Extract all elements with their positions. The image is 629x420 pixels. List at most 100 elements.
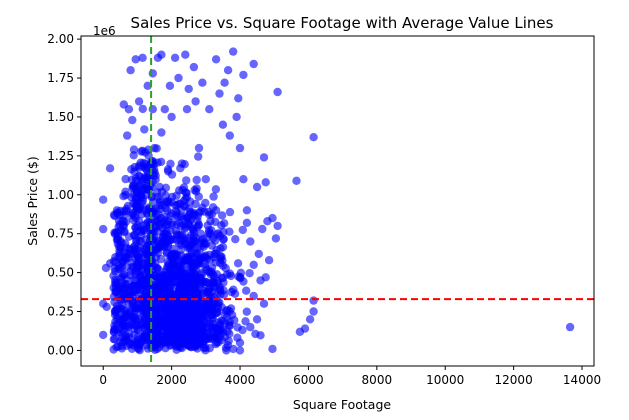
data-point bbox=[197, 309, 206, 319]
data-point bbox=[181, 50, 190, 59]
data-point bbox=[119, 192, 128, 201]
x-axis: 0 2000 4000 6000 8000 10000 12000 14000 bbox=[99, 366, 601, 387]
data-point bbox=[231, 235, 240, 244]
data-point bbox=[110, 310, 120, 319]
data-point bbox=[116, 206, 125, 216]
data-point bbox=[167, 112, 176, 122]
y-tick-label: 0.75 bbox=[47, 227, 74, 241]
data-point bbox=[125, 313, 134, 322]
x-axis-label: Square Footage bbox=[293, 397, 392, 412]
data-point bbox=[218, 120, 228, 129]
data-point bbox=[215, 89, 224, 98]
data-point bbox=[131, 55, 140, 64]
data-point bbox=[242, 206, 252, 215]
data-point bbox=[167, 268, 176, 277]
data-point bbox=[132, 304, 141, 313]
data-point bbox=[242, 218, 252, 227]
data-point bbox=[273, 221, 282, 231]
y-tick-label: 0.25 bbox=[47, 305, 74, 319]
data-point bbox=[142, 242, 151, 252]
data-point bbox=[148, 105, 157, 114]
data-point bbox=[194, 143, 204, 153]
data-point bbox=[241, 317, 250, 326]
data-point bbox=[252, 182, 262, 192]
data-point bbox=[205, 105, 214, 114]
data-point bbox=[196, 273, 205, 283]
data-point bbox=[223, 66, 233, 75]
data-point bbox=[217, 252, 226, 261]
data-point bbox=[201, 198, 210, 208]
data-point bbox=[309, 307, 318, 316]
data-point bbox=[99, 299, 108, 308]
data-point bbox=[192, 248, 201, 258]
data-point bbox=[225, 207, 235, 217]
data-point bbox=[268, 344, 277, 354]
data-point bbox=[131, 174, 141, 183]
data-point bbox=[177, 343, 187, 353]
data-point bbox=[214, 229, 223, 238]
data-point bbox=[121, 239, 130, 248]
data-point bbox=[230, 289, 240, 298]
data-point bbox=[249, 260, 258, 269]
data-point bbox=[153, 327, 162, 337]
data-point bbox=[209, 278, 218, 288]
data-point bbox=[216, 316, 226, 325]
data-point bbox=[121, 293, 130, 302]
data-point bbox=[112, 342, 121, 352]
data-point bbox=[187, 332, 196, 341]
data-point bbox=[160, 105, 169, 114]
data-point bbox=[134, 206, 143, 215]
data-point bbox=[114, 261, 123, 270]
y-axis-label: Sales Price ($) bbox=[25, 156, 40, 245]
data-point bbox=[134, 97, 144, 106]
x-tick-label: 14000 bbox=[563, 373, 601, 387]
data-point bbox=[99, 195, 108, 204]
data-point bbox=[130, 231, 139, 240]
data-point bbox=[179, 277, 189, 286]
data-point bbox=[239, 175, 248, 184]
data-point bbox=[135, 279, 144, 289]
data-point bbox=[565, 322, 575, 332]
data-point bbox=[233, 333, 242, 342]
data-point bbox=[163, 239, 173, 248]
data-point bbox=[169, 312, 178, 321]
data-point bbox=[211, 185, 221, 194]
data-point bbox=[129, 151, 138, 160]
data-point bbox=[140, 206, 149, 215]
data-point bbox=[145, 236, 155, 245]
data-point bbox=[202, 334, 211, 343]
data-point bbox=[207, 263, 217, 272]
data-point bbox=[148, 159, 158, 168]
data-point bbox=[124, 323, 133, 332]
x-tick-label: 12000 bbox=[495, 373, 533, 387]
data-point bbox=[246, 322, 255, 332]
data-point bbox=[172, 324, 181, 333]
data-point bbox=[235, 143, 245, 153]
data-point bbox=[118, 300, 127, 309]
data-point bbox=[245, 269, 254, 278]
data-point bbox=[261, 178, 270, 187]
data-point bbox=[165, 81, 175, 91]
data-point bbox=[182, 188, 191, 198]
x-tick-label: 8000 bbox=[362, 373, 393, 387]
data-point bbox=[123, 131, 132, 140]
data-point bbox=[220, 219, 229, 228]
data-point bbox=[153, 188, 162, 197]
data-point bbox=[170, 53, 180, 62]
data-point bbox=[225, 321, 234, 330]
x-tick-label: 6000 bbox=[293, 373, 324, 387]
data-point bbox=[192, 299, 201, 309]
data-point bbox=[153, 53, 163, 62]
data-point bbox=[207, 310, 216, 320]
y-tick-label: 1.00 bbox=[47, 188, 74, 202]
data-point bbox=[122, 306, 131, 315]
data-point bbox=[133, 339, 142, 348]
data-point bbox=[191, 266, 200, 275]
data-point bbox=[140, 258, 149, 267]
data-point bbox=[151, 253, 161, 262]
data-point bbox=[225, 227, 234, 236]
data-point bbox=[179, 268, 188, 278]
data-point bbox=[207, 226, 216, 235]
data-point bbox=[145, 267, 154, 277]
data-point bbox=[172, 191, 181, 200]
